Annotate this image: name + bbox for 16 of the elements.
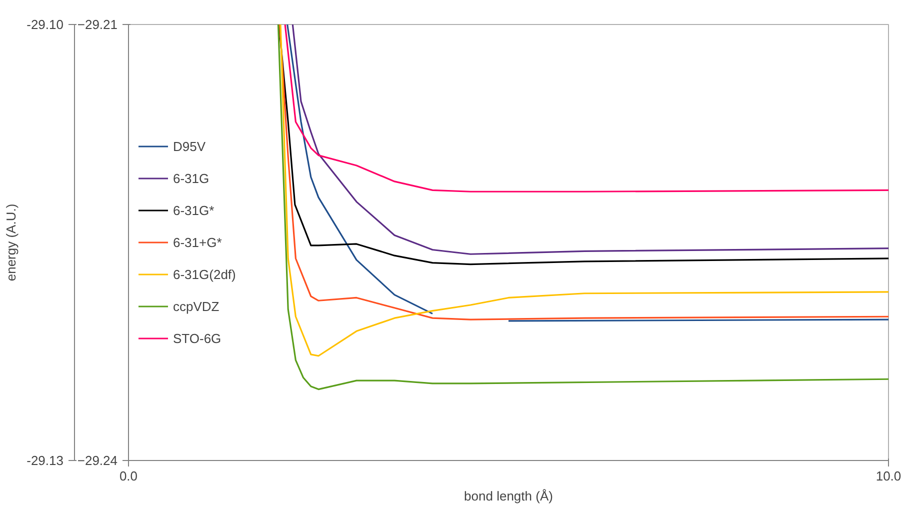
legend-label: 6-31+G* [173, 234, 222, 250]
line-series [284, 24, 888, 192]
x-axis-title: bond length (Å) [464, 488, 553, 504]
legend-label: 6-31G* [173, 202, 214, 218]
x-tick-label: 10.0 [876, 468, 902, 484]
legend-label: ccpVDZ [173, 298, 220, 314]
legend-label: STO-6G [173, 330, 222, 346]
x-tick-label: 0.0 [119, 468, 138, 484]
legend-label: 6-31G(2df) [173, 266, 236, 282]
y2-tick-label: -29.10 [26, 17, 64, 32]
y2-axis-title: energy (A.U.) [4, 204, 19, 282]
y-tick-label: −29.24 [77, 453, 118, 468]
legend-label: 6-31G [173, 170, 210, 186]
legend-label: D95V [173, 138, 206, 154]
y-tick-label: −29.21 [77, 17, 118, 32]
y2-tick-label: -29.13 [26, 453, 64, 468]
